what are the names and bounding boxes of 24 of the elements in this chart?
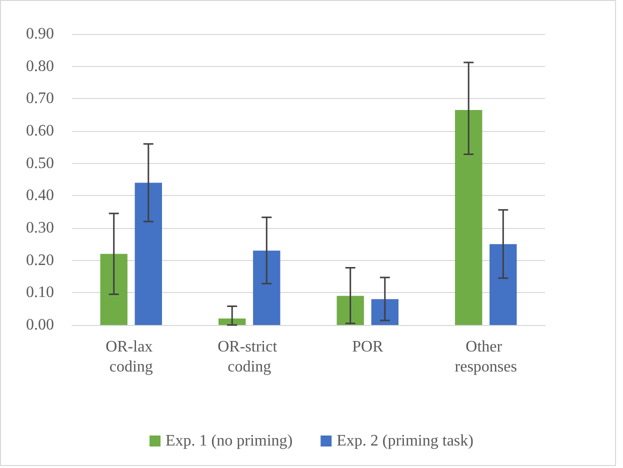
legend-label: Exp. 2 (priming task) [336, 432, 474, 450]
bar [490, 244, 517, 325]
y-tick-label: 0.50 [26, 154, 54, 172]
bar [134, 182, 162, 325]
y-tick-label: 0.40 [26, 187, 54, 204]
x-tick-label: Other responses [454, 338, 517, 376]
y-tick-label: 0.30 [26, 220, 54, 236]
y-tick-label: 0.20 [26, 252, 54, 269]
bar [253, 250, 280, 325]
y-tick-label: 0.80 [26, 58, 54, 75]
y-tick-label: 0.60 [26, 122, 54, 140]
bar [336, 296, 364, 325]
x-tick-label: OR-strict coding [218, 338, 282, 376]
y-tick-label: 0.10 [26, 284, 54, 302]
x-tick-label: OR-lax coding [106, 338, 157, 376]
y-tick-label: 0.70 [26, 90, 54, 108]
bar [371, 299, 398, 325]
bar [455, 110, 482, 325]
bar [218, 318, 246, 325]
y-tick-label: 0.90 [26, 26, 54, 42]
legend-label: Exp. 1 (no priming) [166, 432, 293, 450]
y-tick-label: 0.00 [26, 316, 54, 334]
x-tick-label: POR [352, 338, 384, 356]
bar [100, 254, 128, 325]
